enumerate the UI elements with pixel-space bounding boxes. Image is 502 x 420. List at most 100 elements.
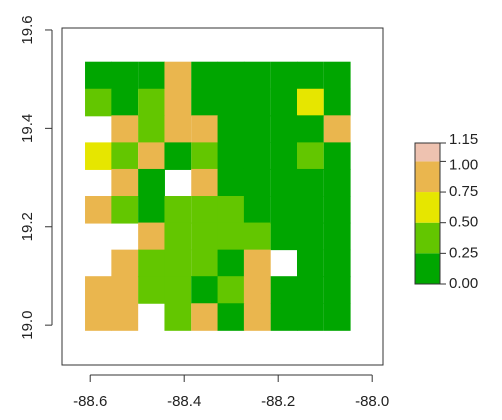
raster-cell: [244, 142, 271, 170]
raster-cell: [191, 142, 218, 170]
raster-cell: [324, 250, 351, 278]
raster-cell: [324, 89, 351, 117]
raster-cell: [138, 276, 165, 304]
raster-cell: [111, 89, 138, 117]
raster-cell: [85, 303, 112, 331]
raster-cell: [191, 115, 218, 143]
raster-cell: [164, 223, 191, 251]
raster-cell: [138, 250, 165, 278]
raster-cell: [191, 62, 218, 90]
raster-cell: [218, 169, 245, 197]
raster-cell: [111, 250, 138, 278]
raster-cell: [138, 89, 165, 117]
raster-cell: [244, 196, 271, 224]
raster-cell: [111, 303, 138, 331]
legend-swatch: [415, 161, 440, 192]
raster-cell: [218, 303, 245, 331]
raster-cell: [191, 169, 218, 197]
raster-cell: [324, 142, 351, 170]
raster-cell: [218, 196, 245, 224]
raster-cell: [271, 223, 298, 251]
raster-cell: [111, 169, 138, 197]
raster-cell: [297, 62, 324, 90]
raster-cell: [111, 115, 138, 143]
y-tick-label: 19.2: [19, 212, 36, 241]
raster-cell: [164, 196, 191, 224]
raster-cell: [218, 223, 245, 251]
raster-cell: [297, 303, 324, 331]
legend-swatch: [415, 143, 440, 161]
raster-cell: [191, 223, 218, 251]
raster-cell: [297, 223, 324, 251]
raster-cell: [324, 62, 351, 90]
raster-cell: [271, 303, 298, 331]
raster-cell: [191, 276, 218, 304]
raster-cell: [138, 169, 165, 197]
raster-cell: [111, 142, 138, 170]
raster-cell: [244, 276, 271, 304]
raster-cell: [244, 223, 271, 251]
raster-cell: [218, 142, 245, 170]
raster-cell: [271, 89, 298, 117]
legend-swatch: [415, 192, 440, 223]
y-tick-label: 19.6: [19, 15, 36, 44]
raster-cell: [218, 89, 245, 117]
raster-cell: [271, 115, 298, 143]
raster-cell: [244, 62, 271, 90]
raster-cell: [218, 250, 245, 278]
chart: -88.6-88.4-88.2-88.019.019.219.419.60.00…: [0, 0, 502, 420]
legend-swatch: [415, 223, 440, 254]
raster-cell: [138, 223, 165, 251]
raster-cell: [324, 196, 351, 224]
raster-cell: [271, 62, 298, 90]
raster-cell: [111, 196, 138, 224]
raster-cell: [111, 62, 138, 90]
raster-cell: [85, 89, 112, 117]
x-tick-label: -88.2: [261, 393, 295, 410]
legend-label: 1.15: [449, 131, 478, 148]
raster-cell: [244, 89, 271, 117]
raster-cell: [164, 250, 191, 278]
raster-cell: [244, 169, 271, 197]
raster-cell: [164, 89, 191, 117]
raster-cell: [164, 62, 191, 90]
raster-cell: [191, 303, 218, 331]
x-tick-label: -88.6: [73, 393, 107, 410]
page: {"chart_data": {"type": "raster", "xlim"…: [0, 0, 502, 420]
x-tick-label: -88.4: [167, 393, 201, 410]
raster-cell: [111, 276, 138, 304]
raster-cell: [191, 89, 218, 117]
raster-cell: [271, 196, 298, 224]
x-tick-label: -88.0: [355, 393, 389, 410]
legend-swatch: [415, 253, 440, 284]
raster-cell: [164, 276, 191, 304]
raster-cell: [191, 196, 218, 224]
legend-label: 0.50: [449, 214, 478, 231]
raster-cell: [324, 276, 351, 304]
raster-cell: [297, 196, 324, 224]
raster-cell: [138, 196, 165, 224]
raster-cell: [85, 196, 112, 224]
raster-cell: [85, 142, 112, 170]
raster-cell: [138, 142, 165, 170]
raster-cell: [164, 303, 191, 331]
raster-cell: [297, 169, 324, 197]
raster-cell: [244, 250, 271, 278]
raster-cell: [324, 223, 351, 251]
raster-cell: [297, 276, 324, 304]
raster-cell: [218, 276, 245, 304]
raster-cell: [164, 142, 191, 170]
raster-cell: [324, 303, 351, 331]
raster-cell: [138, 62, 165, 90]
raster-cell: [164, 115, 191, 143]
raster-cell: [138, 115, 165, 143]
y-tick-label: 19.0: [19, 311, 36, 340]
raster-cell: [297, 89, 324, 117]
raster-cell: [271, 169, 298, 197]
legend-label: 0.75: [449, 183, 478, 200]
raster-cell: [297, 142, 324, 170]
legend-label: 1.00: [449, 156, 478, 173]
raster-cell: [324, 115, 351, 143]
raster-cell: [297, 250, 324, 278]
raster-cell: [218, 62, 245, 90]
